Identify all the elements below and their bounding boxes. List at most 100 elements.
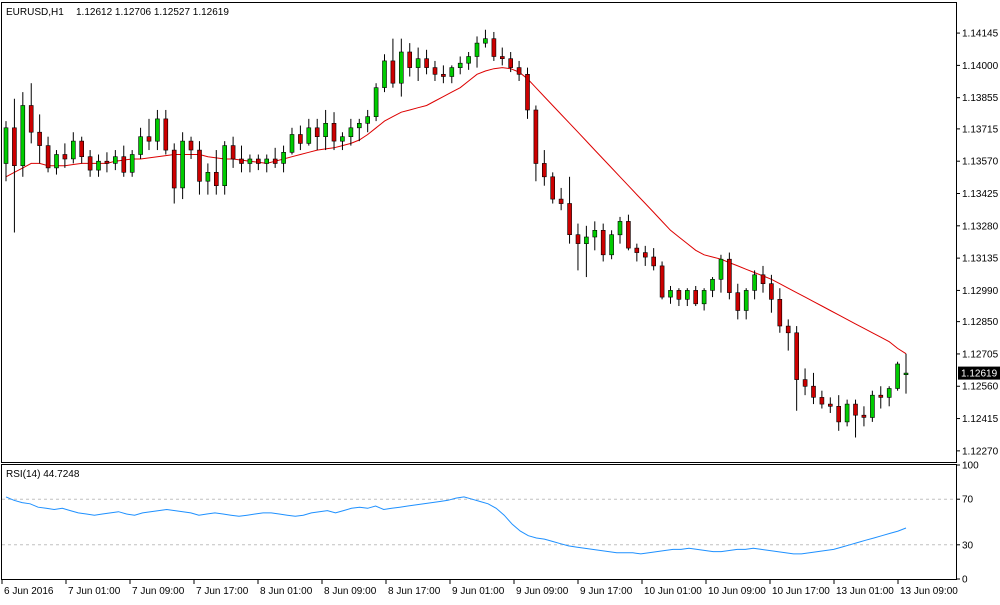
candle	[802, 368, 808, 396]
candle	[264, 154, 270, 173]
candle	[769, 274, 774, 313]
bear-candle-body	[491, 38, 497, 57]
candle	[163, 109, 169, 155]
bull-candle-body	[710, 278, 715, 291]
bear-candle-body	[146, 136, 152, 142]
bear-candle-body	[626, 221, 631, 249]
candle	[12, 98, 17, 233]
price-tick-label: 1.12415	[962, 414, 999, 425]
bear-candle-body	[785, 325, 791, 334]
candle	[323, 109, 328, 151]
price-tick-label: 1.12705	[962, 349, 999, 360]
bear-candle-body	[861, 414, 867, 418]
price-tick-label: 1.12560	[962, 382, 999, 393]
bear-candle-body	[171, 149, 177, 189]
candle	[895, 361, 900, 391]
candle	[819, 390, 825, 409]
bull-candle-body	[356, 123, 362, 129]
price-tick-label: 1.12850	[962, 317, 999, 328]
price-tick-label: 1.12270	[962, 446, 999, 457]
bear-candle-body	[827, 403, 833, 407]
bear-candle-body	[777, 298, 783, 327]
bull-candle-body	[752, 274, 757, 291]
price-tick-label: 1.13715	[962, 124, 999, 135]
time-tick-label: 7 Jun 17:00	[196, 586, 249, 597]
candle	[592, 221, 598, 251]
price-axis: 1.14145 1.14000 1.13855 1.13715 1.13570 1.134…	[956, 29, 999, 457]
moving-average-layer	[5, 67, 907, 355]
time-tick-label: 9 Jun 17:00	[580, 586, 633, 597]
bear-candle-body	[298, 134, 303, 144]
time-tick-label: 7 Jun 09:00	[132, 586, 185, 597]
candle	[314, 118, 320, 151]
time-tick-label: 9 Jun 01:00	[452, 586, 505, 597]
candle	[861, 406, 867, 427]
candle	[205, 163, 211, 195]
candle	[457, 56, 463, 75]
candle	[281, 145, 286, 173]
candle	[886, 386, 892, 407]
bull-candle-body	[584, 236, 589, 244]
bull-candle-body	[457, 62, 463, 69]
candle	[121, 145, 127, 177]
bear-candle-body	[659, 265, 665, 298]
bear-candle-body	[550, 176, 556, 200]
candle	[138, 127, 143, 159]
bull-candle-body	[870, 394, 875, 418]
candle	[113, 150, 118, 171]
candle	[398, 38, 404, 97]
bear-candle-body	[600, 230, 606, 256]
rsi-tick-label: 70	[962, 495, 974, 506]
bear-candle-body	[676, 290, 682, 300]
bear-candle-body	[37, 131, 42, 146]
bear-candle-body	[525, 74, 530, 111]
candle	[752, 270, 757, 300]
rsi-tick-label: 100	[962, 461, 979, 472]
bear-candle-body	[693, 290, 699, 305]
candle	[365, 109, 371, 133]
candle	[415, 47, 421, 81]
rsi-line	[5, 496, 907, 555]
candle	[491, 31, 497, 61]
candle	[701, 288, 707, 311]
bear-candle-body	[331, 123, 337, 142]
bear-candle-body	[878, 394, 884, 398]
bull-candle-body	[264, 158, 270, 164]
candle	[87, 150, 93, 177]
candle	[255, 154, 261, 171]
candle	[516, 60, 522, 81]
bear-candle-body	[197, 149, 202, 182]
candle	[356, 118, 362, 142]
bull-candle-body	[323, 123, 328, 138]
bull-candle-body	[365, 116, 371, 124]
ohlc-label: 1.12612 1.12706 1.12527 1.12619	[76, 7, 229, 18]
bull-candle-body	[113, 156, 118, 164]
time-axis: 6 Jun 2016 7 Jun 01:00 7 Jun 09:00 7 Jun 17…	[1, 580, 958, 597]
bear-candle-body	[163, 118, 169, 151]
bull-candle-body	[340, 136, 345, 142]
candle	[129, 150, 135, 177]
candle	[247, 154, 253, 173]
candles-layer	[3, 29, 909, 438]
candle	[62, 143, 68, 168]
current-price-value: 1.12619	[961, 369, 998, 380]
candle	[45, 136, 51, 173]
bull-candle-body	[3, 127, 9, 164]
time-tick-label: 10 Jun 01:00	[644, 586, 702, 597]
candle	[28, 83, 34, 144]
bear-candle-body	[424, 58, 429, 68]
candle	[575, 223, 581, 271]
bear-candle-body	[642, 252, 648, 258]
bull-candle-body	[668, 290, 673, 298]
candle	[71, 132, 76, 164]
candle	[651, 248, 657, 271]
bull-candle-body	[895, 363, 900, 389]
bear-candle-body	[558, 198, 564, 204]
bear-candle-body	[239, 158, 244, 164]
candle	[96, 154, 101, 177]
candle	[693, 285, 699, 307]
candle	[239, 145, 244, 173]
bear-candle-body	[121, 156, 127, 173]
candle	[54, 150, 59, 175]
